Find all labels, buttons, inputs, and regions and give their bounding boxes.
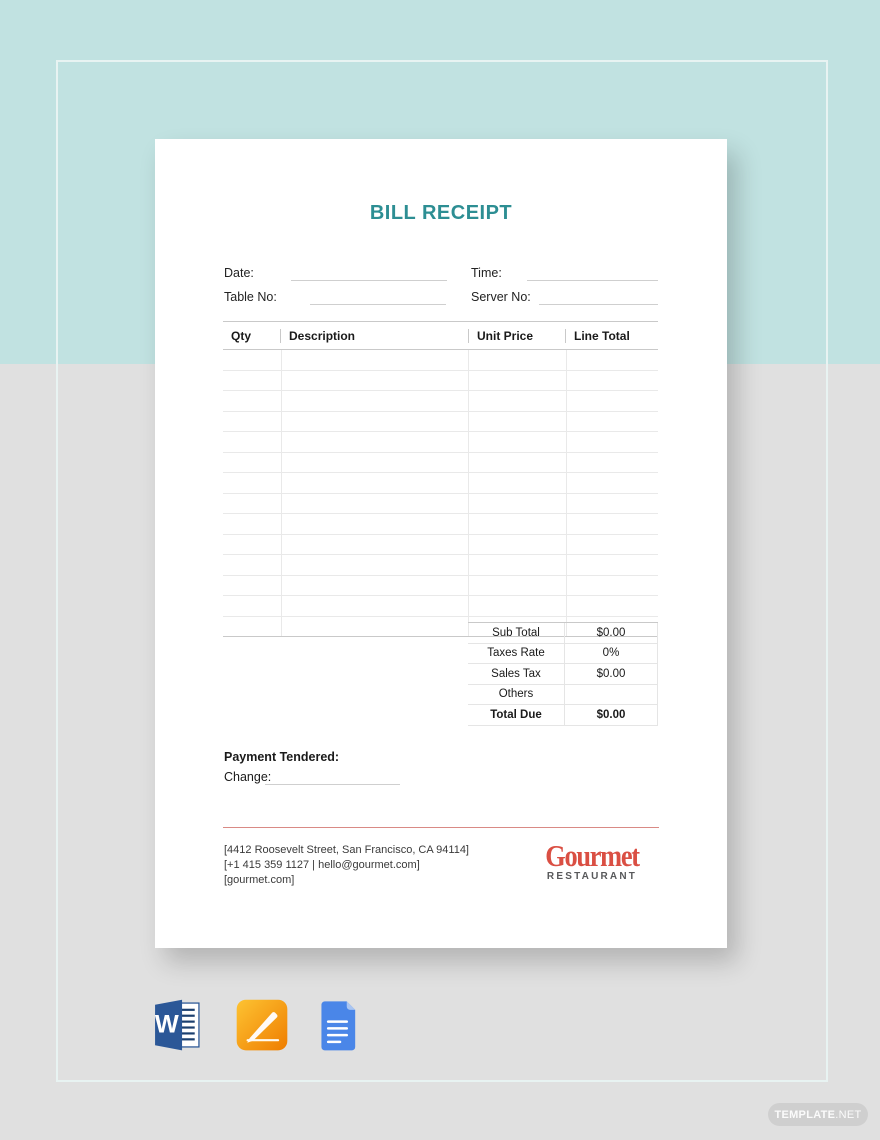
- svg-text:W: W: [155, 1011, 179, 1039]
